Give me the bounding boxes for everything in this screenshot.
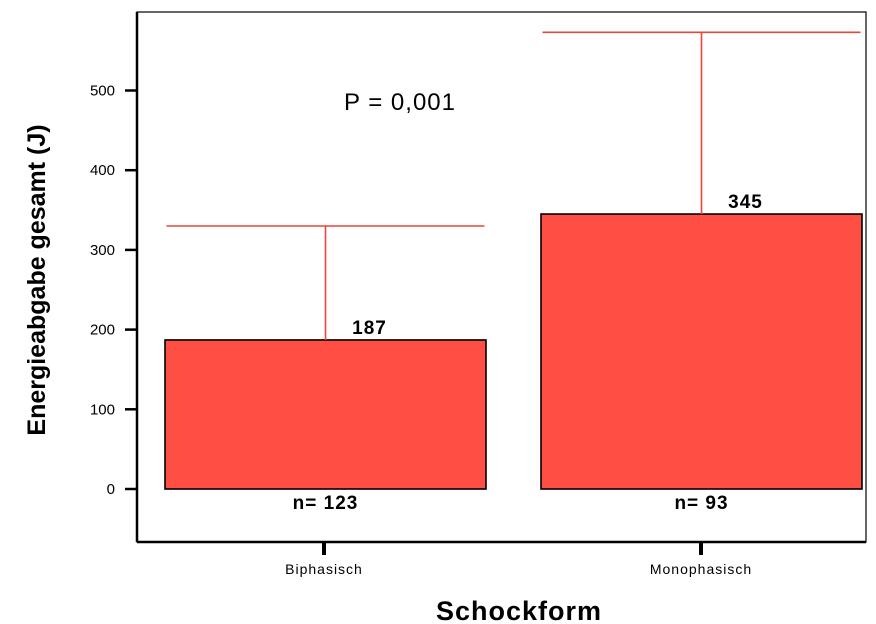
y-tick-label: 300 bbox=[90, 242, 115, 259]
x-tick-label: Biphasisch bbox=[285, 561, 363, 577]
y-tick-label: 200 bbox=[90, 322, 115, 339]
bar-monophasisch bbox=[540, 213, 863, 490]
p-value-annotation: P = 0,001 bbox=[344, 89, 456, 116]
y-tick-label: 100 bbox=[90, 401, 115, 418]
y-tick-label: 400 bbox=[90, 162, 115, 179]
y-tick-label: 0 bbox=[107, 481, 115, 498]
bar-n-label: n= 93 bbox=[674, 493, 728, 514]
x-axis-title: Schockform bbox=[436, 596, 602, 624]
bar-value-label: 345 bbox=[728, 192, 763, 213]
bar-biphasisch bbox=[164, 339, 487, 490]
x-tick-label: Monophasisch bbox=[650, 561, 752, 577]
y-tick-label: 500 bbox=[90, 83, 115, 100]
bar-value-label: 187 bbox=[352, 318, 387, 339]
bar-n-label: n= 123 bbox=[293, 493, 359, 514]
y-axis-title: Energieabgabe gesamt (J) bbox=[23, 124, 51, 435]
